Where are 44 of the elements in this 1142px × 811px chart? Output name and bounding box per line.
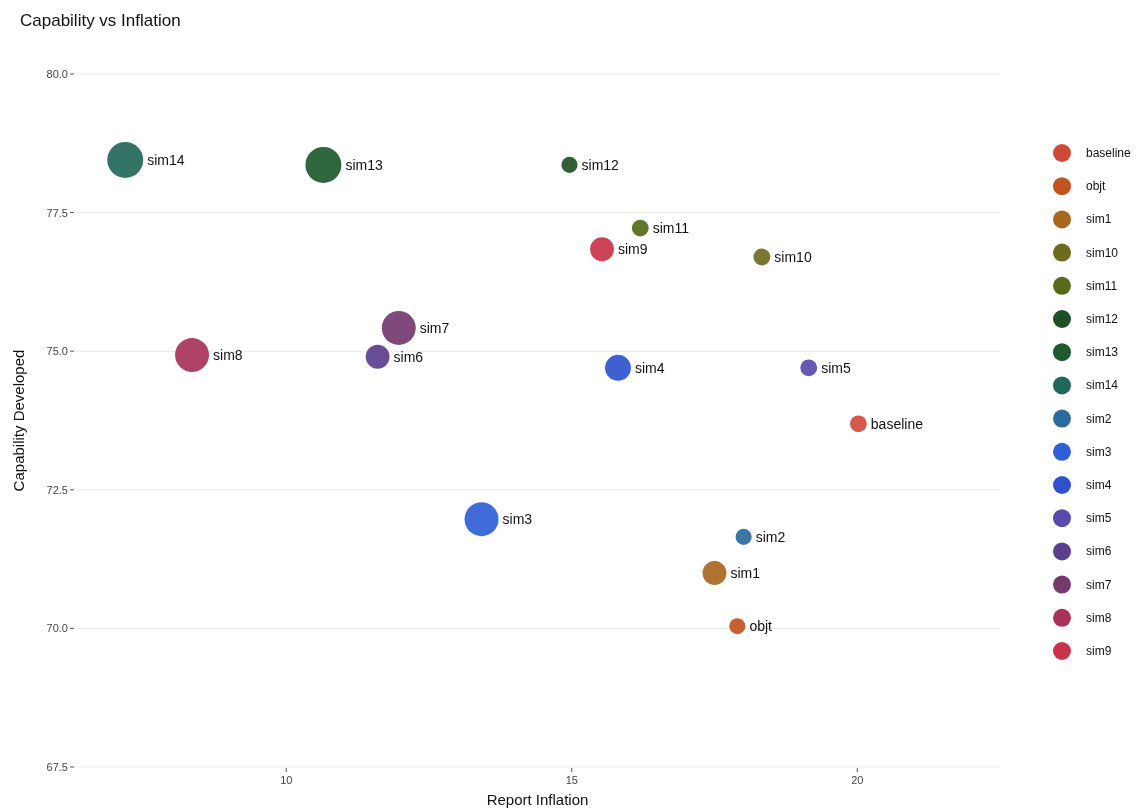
- text: sim10: [774, 248, 812, 265]
- y-tick-label: 75.0: [46, 345, 68, 358]
- y-tick-label: 70.0: [46, 622, 68, 635]
- text: objt: [749, 618, 772, 635]
- y-tick-label: 72.5: [46, 483, 68, 496]
- legend-label: sim12: [1086, 312, 1119, 326]
- text: sim7: [419, 319, 450, 336]
- text: sim1: [730, 564, 761, 581]
- text: sim12: [581, 156, 619, 173]
- legend-label: sim2: [1086, 411, 1112, 426]
- legend-label: sim13: [1086, 345, 1119, 360]
- legend-label: sim11: [1086, 278, 1118, 293]
- text: sim11: [652, 220, 690, 237]
- y-tick-label: 80.0: [46, 68, 68, 80]
- legend-label: sim1: [1086, 212, 1112, 227]
- legend-label: sim6: [1086, 544, 1112, 559]
- legend-label: sim4: [1086, 478, 1112, 492]
- legend-label: sim7: [1086, 577, 1112, 592]
- text: baseline: [870, 415, 923, 432]
- legend-label: sim3: [1086, 444, 1112, 459]
- text: sim9: [617, 241, 648, 258]
- text: sim2: [755, 528, 786, 545]
- legend-label: sim10: [1086, 245, 1119, 260]
- y-axis-title: Capability Developed: [10, 349, 27, 492]
- y-tick-label: 77.5: [46, 206, 68, 219]
- y-tick-label: 67.5: [46, 761, 68, 773]
- chart-title: Capability vs Inflation: [20, 11, 181, 30]
- x-axis-title: Report Inflation: [486, 791, 589, 808]
- text: sim13: [345, 156, 383, 173]
- legend-label: baseline: [1086, 146, 1132, 160]
- text: sim6: [393, 348, 424, 365]
- x-tick-label: 20: [851, 774, 864, 786]
- text: sim4: [634, 359, 665, 376]
- legend-label: sim8: [1086, 610, 1112, 625]
- legend-label: sim5: [1086, 511, 1112, 526]
- x-tick-label: 15: [565, 774, 578, 786]
- legend-label: objt: [1086, 179, 1107, 194]
- legend-label: sim14: [1086, 378, 1119, 393]
- text: sim5: [821, 359, 851, 376]
- text: sim3: [502, 511, 533, 528]
- x-tick-label: 10: [280, 774, 293, 786]
- legend-label: sim9: [1086, 644, 1112, 658]
- text: sim14: [147, 151, 185, 168]
- text: sim8: [213, 347, 243, 364]
